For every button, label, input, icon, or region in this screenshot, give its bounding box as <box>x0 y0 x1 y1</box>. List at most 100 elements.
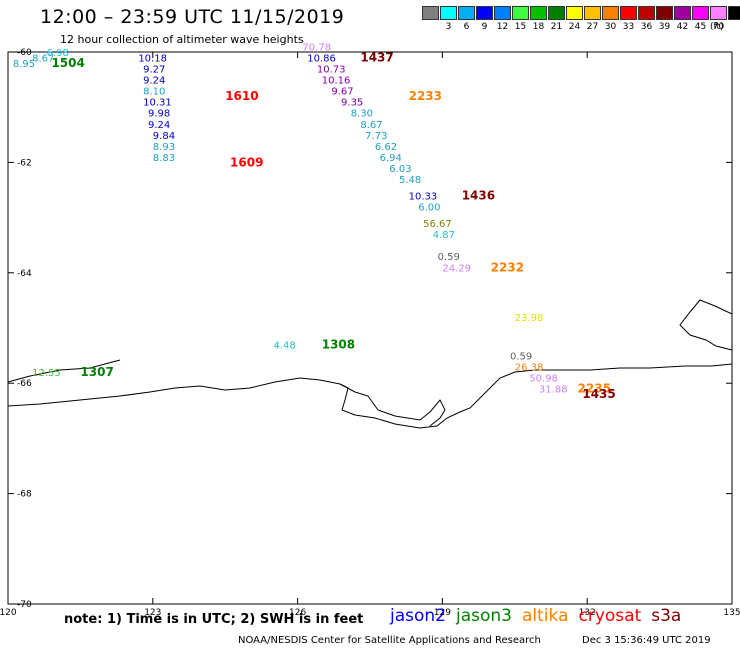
wave-height-label: 4.87 <box>433 230 455 241</box>
wave-height-label: 9.67 <box>331 87 353 98</box>
lat-tick-label: -62 <box>17 158 32 168</box>
lon-tick-label: 129 <box>434 608 451 618</box>
wave-height-label: 9.24 <box>143 76 165 87</box>
scale-label-11: 33 <box>622 22 635 32</box>
wave-height-label: 10.33 <box>409 192 438 203</box>
pass-time-label: 1610 <box>225 89 258 103</box>
pass-time-label: 1504 <box>51 56 84 70</box>
scale-label-4: 12 <box>496 22 509 32</box>
wave-height-label: 9.35 <box>341 98 363 109</box>
scale-label-3: 9 <box>481 22 488 32</box>
satellite-legend: jason2 jason3 altika cryosat s3a <box>390 606 691 626</box>
lon-tick-label: 120 <box>0 608 17 618</box>
pass-time-label: 2233 <box>409 89 442 103</box>
wave-height-label: 9.24 <box>148 120 170 131</box>
scale-swatch-12 <box>638 6 655 20</box>
wave-height-label: 8.83 <box>153 153 175 164</box>
wave-height-label: 9.98 <box>148 109 170 120</box>
scale-swatch-8 <box>566 6 583 20</box>
wave-height-label: 8.30 <box>351 109 373 120</box>
wave-height-label: 23.98 <box>515 313 544 324</box>
satellite-jason2: jason2 <box>390 606 446 626</box>
wave-height-label: 10.86 <box>307 54 336 65</box>
lon-tick-label: 132 <box>579 608 596 618</box>
wave-height-label: 8.67 <box>32 54 54 65</box>
lon-tick-label: 135 <box>723 608 740 618</box>
scale-label-2: 6 <box>463 22 470 32</box>
scale-unit-label: (ft) <box>710 22 724 32</box>
color-scale-swatches <box>422 6 740 20</box>
lon-tick-label: 123 <box>144 608 161 618</box>
pass-time-label: 1609 <box>230 155 263 169</box>
pass-time-label: 1437 <box>360 51 393 65</box>
scale-label-14: 42 <box>676 22 689 32</box>
satellite-cryosat: cryosat <box>578 606 642 626</box>
footer-note: note: 1) Time is in UTC; 2) SWH is in fe… <box>64 612 364 627</box>
wave-height-label: 0.59 <box>510 352 532 363</box>
satellite-jason3: jason3 <box>456 606 512 626</box>
wave-height-label: 9.27 <box>143 65 165 76</box>
scale-swatch-9 <box>584 6 601 20</box>
pass-time-label: 1307 <box>80 365 113 379</box>
pass-time-label: 1436 <box>462 189 495 203</box>
wave-height-label: 4.48 <box>273 341 295 352</box>
satellite-s3a: s3a <box>651 606 682 626</box>
generated-timestamp: Dec 3 15:36:49 UTC 2019 <box>582 635 711 646</box>
scale-swatch-0 <box>422 6 439 20</box>
scale-label-6: 18 <box>532 22 545 32</box>
scale-label-12: 36 <box>640 22 653 32</box>
scale-label-8: 24 <box>568 22 581 32</box>
color-scale-legend: 3 6 9 12 15 18 21 24 27 30 33 36 39 42 45 70 <box>422 6 740 36</box>
wave-height-label: 8.10 <box>143 87 165 98</box>
scale-swatch-13 <box>656 6 673 20</box>
wave-height-label: 0.59 <box>438 252 460 263</box>
scale-swatch-17 <box>728 6 740 20</box>
scale-swatch-1 <box>440 6 457 20</box>
chart-title: 12:00 – 23:59 UTC 11/15/2019 <box>40 6 345 28</box>
wave-height-label: 6.62 <box>375 142 397 153</box>
color-scale-labels: 3 6 9 12 15 18 21 24 27 30 33 36 39 42 45 70 <box>422 20 740 32</box>
pass-time-label: 2235 <box>578 382 611 396</box>
wave-height-label: 70.78 <box>302 42 331 53</box>
scale-swatch-16 <box>710 6 727 20</box>
scale-swatch-2 <box>458 6 475 20</box>
lat-tick-label: -64 <box>17 269 32 279</box>
pass-time-label: 1308 <box>322 338 355 352</box>
wave-height-label: 56.67 <box>423 219 452 230</box>
scale-label-16: 70 <box>712 22 725 32</box>
scale-label-9: 27 <box>586 22 599 32</box>
scale-label-7: 21 <box>550 22 563 32</box>
wave-height-label: 5.48 <box>399 175 421 186</box>
west-coastline-segment <box>7 359 121 383</box>
scale-swatch-3 <box>476 6 493 20</box>
wave-height-label: 10.18 <box>138 54 167 65</box>
scale-swatch-15 <box>692 6 709 20</box>
pass-time-label: 2232 <box>491 260 524 274</box>
scale-swatch-10 <box>602 6 619 20</box>
lon-tick-label: 126 <box>289 608 306 618</box>
wave-height-label: 6.94 <box>380 153 402 164</box>
lat-tick-label: -68 <box>17 490 32 500</box>
map-frame <box>7 51 733 605</box>
wave-height-label: 31.88 <box>539 385 568 396</box>
lat-tick-label: -66 <box>17 379 32 389</box>
chart-subtitle: 12 hour collection of altimeter wave hei… <box>60 33 304 46</box>
wave-height-label: 7.73 <box>365 131 387 142</box>
wave-height-label: 6.03 <box>389 164 411 175</box>
wave-height-label: 12.55 <box>32 368 61 379</box>
wave-height-label: 8.67 <box>360 120 382 131</box>
scale-label-5: 15 <box>514 22 527 32</box>
wave-height-label: 24.29 <box>442 263 471 274</box>
scale-swatch-5 <box>512 6 529 20</box>
credit-line: NOAA/NESDIS Center for Satellite Applica… <box>238 635 541 646</box>
wave-height-label: 8.93 <box>153 142 175 153</box>
wave-height-label: 10.31 <box>143 98 172 109</box>
wave-height-label: 26.38 <box>515 363 544 374</box>
lat-tick-label: -60 <box>17 48 32 58</box>
wave-height-label: 9.84 <box>153 131 175 142</box>
antarctic-coastline <box>7 299 733 429</box>
scale-swatch-4 <box>494 6 511 20</box>
wave-height-label: 50.98 <box>529 374 558 385</box>
wave-height-label: 8.95 <box>13 59 35 70</box>
